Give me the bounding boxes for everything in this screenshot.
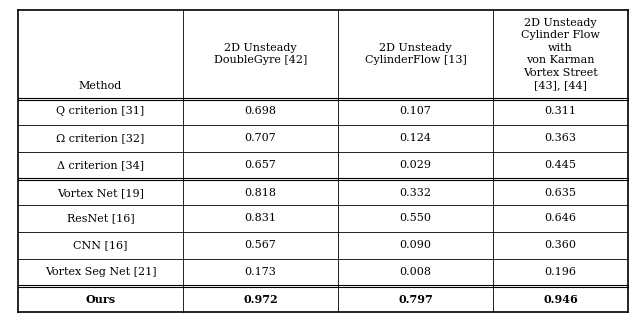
Text: 0.173: 0.173 xyxy=(244,267,276,277)
Text: 0.797: 0.797 xyxy=(398,294,433,305)
Text: Vortex Seg Net [21]: Vortex Seg Net [21] xyxy=(45,267,156,277)
Text: 0.363: 0.363 xyxy=(545,133,577,143)
Text: 0.550: 0.550 xyxy=(399,213,431,223)
Text: 0.311: 0.311 xyxy=(545,107,577,116)
Text: 0.657: 0.657 xyxy=(244,160,276,170)
Text: 0.831: 0.831 xyxy=(244,213,276,223)
Text: Ours: Ours xyxy=(85,294,116,305)
Text: Ω criterion [32]: Ω criterion [32] xyxy=(56,133,145,143)
Text: 2D Unsteady
CylinderFlow [13]: 2D Unsteady CylinderFlow [13] xyxy=(365,43,467,65)
Text: 0.818: 0.818 xyxy=(244,188,276,198)
Text: CNN [16]: CNN [16] xyxy=(73,240,128,250)
Text: 0.646: 0.646 xyxy=(545,213,577,223)
Text: Method: Method xyxy=(79,81,122,91)
Text: 0.090: 0.090 xyxy=(399,240,431,250)
Text: 0.972: 0.972 xyxy=(243,294,278,305)
Text: 0.107: 0.107 xyxy=(399,107,431,116)
Text: Δ criterion [34]: Δ criterion [34] xyxy=(57,160,144,170)
Text: 0.445: 0.445 xyxy=(545,160,577,170)
Text: 0.707: 0.707 xyxy=(244,133,276,143)
Text: 0.008: 0.008 xyxy=(399,267,431,277)
Text: Vortex Net [19]: Vortex Net [19] xyxy=(57,188,144,198)
Text: 0.635: 0.635 xyxy=(545,188,577,198)
Text: 0.698: 0.698 xyxy=(244,107,276,116)
Text: 0.029: 0.029 xyxy=(399,160,431,170)
Text: Q criterion [31]: Q criterion [31] xyxy=(56,107,145,116)
Text: 0.946: 0.946 xyxy=(543,294,578,305)
Text: 0.567: 0.567 xyxy=(244,240,276,250)
Text: 2D Unsteady
Cylinder Flow
with
von Karman
Vortex Street
[43], [44]: 2D Unsteady Cylinder Flow with von Karma… xyxy=(521,18,600,90)
Text: 0.360: 0.360 xyxy=(545,240,577,250)
Text: 0.332: 0.332 xyxy=(399,188,431,198)
Text: 0.196: 0.196 xyxy=(545,267,577,277)
Text: 0.124: 0.124 xyxy=(399,133,431,143)
Text: 2D Unsteady
DoubleGyre [42]: 2D Unsteady DoubleGyre [42] xyxy=(214,43,307,65)
Text: ResNet [16]: ResNet [16] xyxy=(67,213,134,223)
